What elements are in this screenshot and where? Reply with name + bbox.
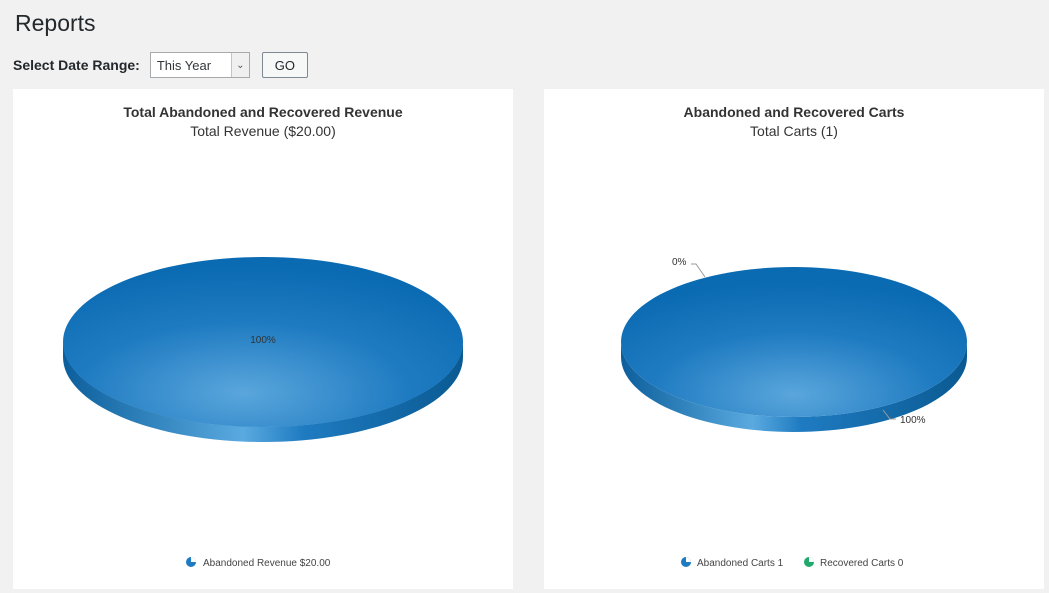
carts-legend-text-abandoned: Abandoned Carts 1 xyxy=(697,558,784,569)
pie-legend-icon-notch xyxy=(191,557,196,562)
carts-legend: Abandoned Carts 1 Recovered Carts 0 xyxy=(681,557,904,569)
recovered-label-connector xyxy=(691,263,706,278)
revenue-pie-slice-edge xyxy=(63,342,463,442)
revenue-legend: Abandoned Revenue $20.00 xyxy=(186,557,331,569)
revenue-legend-item[interactable]: Abandoned Revenue $20.00 xyxy=(186,557,331,569)
page-title: Reports xyxy=(15,10,96,36)
carts-pie-chart: Abandoned and Recovered Carts Total Cart… xyxy=(621,104,967,569)
revenue-chart-title: Total Abandoned and Recovered Revenue xyxy=(123,104,402,120)
revenue-pie-slice-abandoned[interactable] xyxy=(63,257,463,427)
carts-pie-slice-abandoned[interactable] xyxy=(621,267,967,417)
carts-chart-title: Abandoned and Recovered Carts xyxy=(684,104,905,120)
pie-legend-icon-notch xyxy=(809,557,814,562)
date-range-filter: Select Date Range: This Year ⌄ GO xyxy=(13,51,308,79)
revenue-chart-subtitle: Total Revenue ($20.00) xyxy=(190,123,336,139)
abandoned-label-connector xyxy=(882,409,896,420)
date-range-label: Select Date Range: xyxy=(13,57,140,73)
revenue-chart-panel: Total Abandoned and Recovered Revenue To… xyxy=(13,89,513,589)
carts-slice-label-abandoned: 100% xyxy=(900,415,926,426)
carts-slice-label-recovered: 0% xyxy=(672,257,687,268)
carts-legend-item-recovered[interactable]: Recovered Carts 0 xyxy=(804,557,904,569)
revenue-legend-text: Abandoned Revenue $20.00 xyxy=(203,558,331,569)
pie-legend-icon-notch xyxy=(686,557,691,562)
go-button[interactable]: GO xyxy=(261,52,308,78)
date-range-select[interactable]: This Year ⌄ xyxy=(149,52,250,78)
carts-chart-subtitle: Total Carts (1) xyxy=(750,123,838,139)
revenue-slice-label: 100% xyxy=(250,335,276,346)
carts-legend-text-recovered: Recovered Carts 0 xyxy=(820,558,904,569)
chevron-down-icon[interactable]: ⌄ xyxy=(230,53,249,77)
date-range-selected-value: This Year xyxy=(156,57,212,73)
revenue-pie-chart: Total Abandoned and Recovered Revenue To… xyxy=(63,104,463,569)
carts-chart-panel: Abandoned and Recovered Carts Total Cart… xyxy=(544,89,1044,589)
carts-legend-item-abandoned[interactable]: Abandoned Carts 1 xyxy=(681,557,784,569)
carts-pie-slice-edge xyxy=(621,342,967,432)
